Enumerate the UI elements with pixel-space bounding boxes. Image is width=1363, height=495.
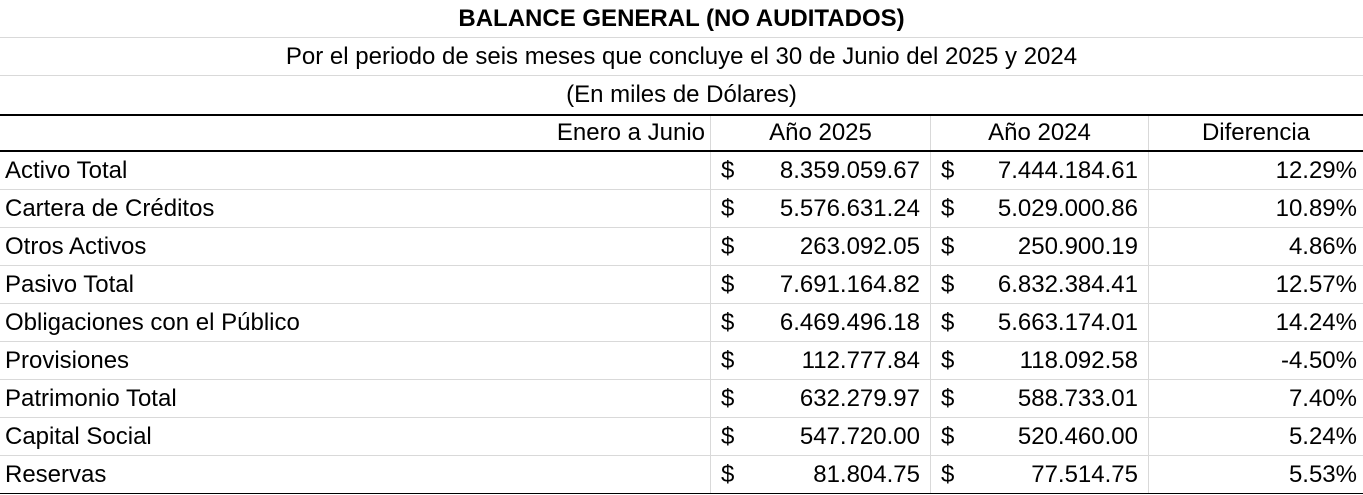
amount-2025: 7.691.164.82 bbox=[779, 270, 920, 298]
currency-symbol: $ bbox=[941, 270, 955, 298]
amount-2024: 77.514.75 bbox=[1031, 460, 1138, 488]
difference-value: 10.89% bbox=[1148, 190, 1363, 227]
cell-2024: $77.514.75 bbox=[930, 456, 1148, 493]
currency-symbol: $ bbox=[941, 460, 955, 488]
table-row: Otros Activos $263.092.05 $250.900.19 4.86% bbox=[0, 228, 1363, 266]
amount-2025: 5.576.631.24 bbox=[779, 194, 920, 222]
header-year-2025: Año 2025 bbox=[710, 116, 930, 150]
header-period: Enero a Junio bbox=[556, 119, 705, 146]
table-row: Obligaciones con el Público $6.469.496.18… bbox=[0, 304, 1363, 342]
currency-symbol: $ bbox=[941, 422, 955, 450]
table-row: Provisiones $112.777.84 $118.092.58 -4.50% bbox=[0, 342, 1363, 380]
table-header: Enero a Junio Año 2025 Año 2024 Diferenc… bbox=[0, 114, 1363, 152]
currency-symbol: $ bbox=[721, 232, 735, 260]
amount-2025: 81.804.75 bbox=[813, 460, 920, 488]
currency-symbol: $ bbox=[941, 346, 955, 374]
difference-value: 12.29% bbox=[1148, 152, 1363, 189]
row-label: Patrimonio Total bbox=[5, 384, 177, 412]
row-label: Otros Activos bbox=[5, 232, 147, 260]
cell-2024: $5.029.000.86 bbox=[930, 190, 1148, 227]
report-units: (En miles de Dólares) bbox=[566, 81, 797, 108]
cell-2024: $6.832.384.41 bbox=[930, 266, 1148, 303]
row-label: Obligaciones con el Público bbox=[5, 308, 300, 336]
cell-2024: $118.092.58 bbox=[930, 342, 1148, 379]
amount-2024: 6.832.384.41 bbox=[997, 270, 1138, 298]
amount-2025: 263.092.05 bbox=[799, 232, 920, 260]
cell-2025: $632.279.97 bbox=[710, 380, 930, 417]
currency-symbol: $ bbox=[941, 194, 955, 222]
table-row: Patrimonio Total $632.279.97 $588.733.01 7.… bbox=[0, 380, 1363, 418]
cell-2025: $547.720.00 bbox=[710, 418, 930, 455]
amount-2025: 547.720.00 bbox=[799, 422, 920, 450]
table-row: Pasivo Total $7.691.164.82 $6.832.384.41 12… bbox=[0, 266, 1363, 304]
cell-2024: $5.663.174.01 bbox=[930, 304, 1148, 341]
difference-value: 5.24% bbox=[1148, 418, 1363, 455]
currency-symbol: $ bbox=[721, 460, 735, 488]
table-row: Capital Social $547.720.00 $520.460.00 5.24… bbox=[0, 418, 1363, 456]
difference-value: 12.57% bbox=[1148, 266, 1363, 303]
amount-2024: 5.029.000.86 bbox=[997, 194, 1138, 222]
currency-symbol: $ bbox=[721, 384, 735, 412]
header-difference: Diferencia bbox=[1148, 116, 1363, 150]
cell-2025: $263.092.05 bbox=[710, 228, 930, 265]
difference-value: 4.86% bbox=[1148, 228, 1363, 265]
row-label: Cartera de Créditos bbox=[5, 194, 215, 222]
amount-2024: 520.460.00 bbox=[1017, 422, 1138, 450]
difference-value: 5.53% bbox=[1148, 456, 1363, 493]
difference-value: 7.40% bbox=[1148, 380, 1363, 417]
cell-2025: $81.804.75 bbox=[710, 456, 930, 493]
cell-2025: $8.359.059.67 bbox=[710, 152, 930, 189]
currency-symbol: $ bbox=[941, 308, 955, 336]
difference-value: -4.50% bbox=[1148, 342, 1363, 379]
amount-2025: 6.469.496.18 bbox=[779, 308, 920, 336]
report-title: BALANCE GENERAL (NO AUDITADOS) bbox=[0, 0, 1363, 38]
cell-2024: $250.900.19 bbox=[930, 228, 1148, 265]
currency-symbol: $ bbox=[941, 156, 955, 184]
currency-symbol: $ bbox=[721, 194, 735, 222]
currency-symbol: $ bbox=[721, 346, 735, 374]
amount-2024: 5.663.174.01 bbox=[997, 308, 1138, 336]
amount-2025: 112.777.84 bbox=[801, 346, 920, 374]
row-label: Provisiones bbox=[5, 346, 130, 374]
table-row: Cartera de Créditos $5.576.631.24 $5.029.0… bbox=[0, 190, 1363, 228]
difference-value: 14.24% bbox=[1148, 304, 1363, 341]
currency-symbol: $ bbox=[721, 422, 735, 450]
amount-2025: 632.279.97 bbox=[799, 384, 920, 412]
row-label: Activo Total bbox=[5, 156, 128, 184]
cell-2025: $5.576.631.24 bbox=[710, 190, 930, 227]
currency-symbol: $ bbox=[721, 308, 735, 336]
cell-2024: $7.444.184.61 bbox=[930, 152, 1148, 189]
row-label: Pasivo Total bbox=[5, 270, 134, 298]
amount-2024: 588.733.01 bbox=[1017, 384, 1138, 412]
table-row: Activo Total $8.359.059.67 $7.444.184.61 12… bbox=[0, 152, 1363, 190]
currency-symbol: $ bbox=[721, 270, 735, 298]
report-subtitle: Por el periodo de seis meses que concluy… bbox=[0, 38, 1363, 76]
currency-symbol: $ bbox=[941, 384, 955, 412]
row-label: Reservas bbox=[5, 460, 107, 488]
currency-symbol: $ bbox=[941, 232, 955, 260]
header-year-2024: Año 2024 bbox=[930, 116, 1148, 150]
amount-2024: 118.092.58 bbox=[1019, 346, 1138, 374]
cell-2025: $112.777.84 bbox=[710, 342, 930, 379]
cell-2025: $7.691.164.82 bbox=[710, 266, 930, 303]
cell-2025: $6.469.496.18 bbox=[710, 304, 930, 341]
table-row: Reservas $81.804.75 $77.514.75 5.53% bbox=[0, 456, 1363, 494]
amount-2024: 7.444.184.61 bbox=[997, 156, 1138, 184]
currency-symbol: $ bbox=[721, 156, 735, 184]
cell-2024: $520.460.00 bbox=[930, 418, 1148, 455]
amount-2025: 8.359.059.67 bbox=[779, 156, 920, 184]
row-label: Capital Social bbox=[5, 422, 152, 450]
amount-2024: 250.900.19 bbox=[1017, 232, 1138, 260]
cell-2024: $588.733.01 bbox=[930, 380, 1148, 417]
